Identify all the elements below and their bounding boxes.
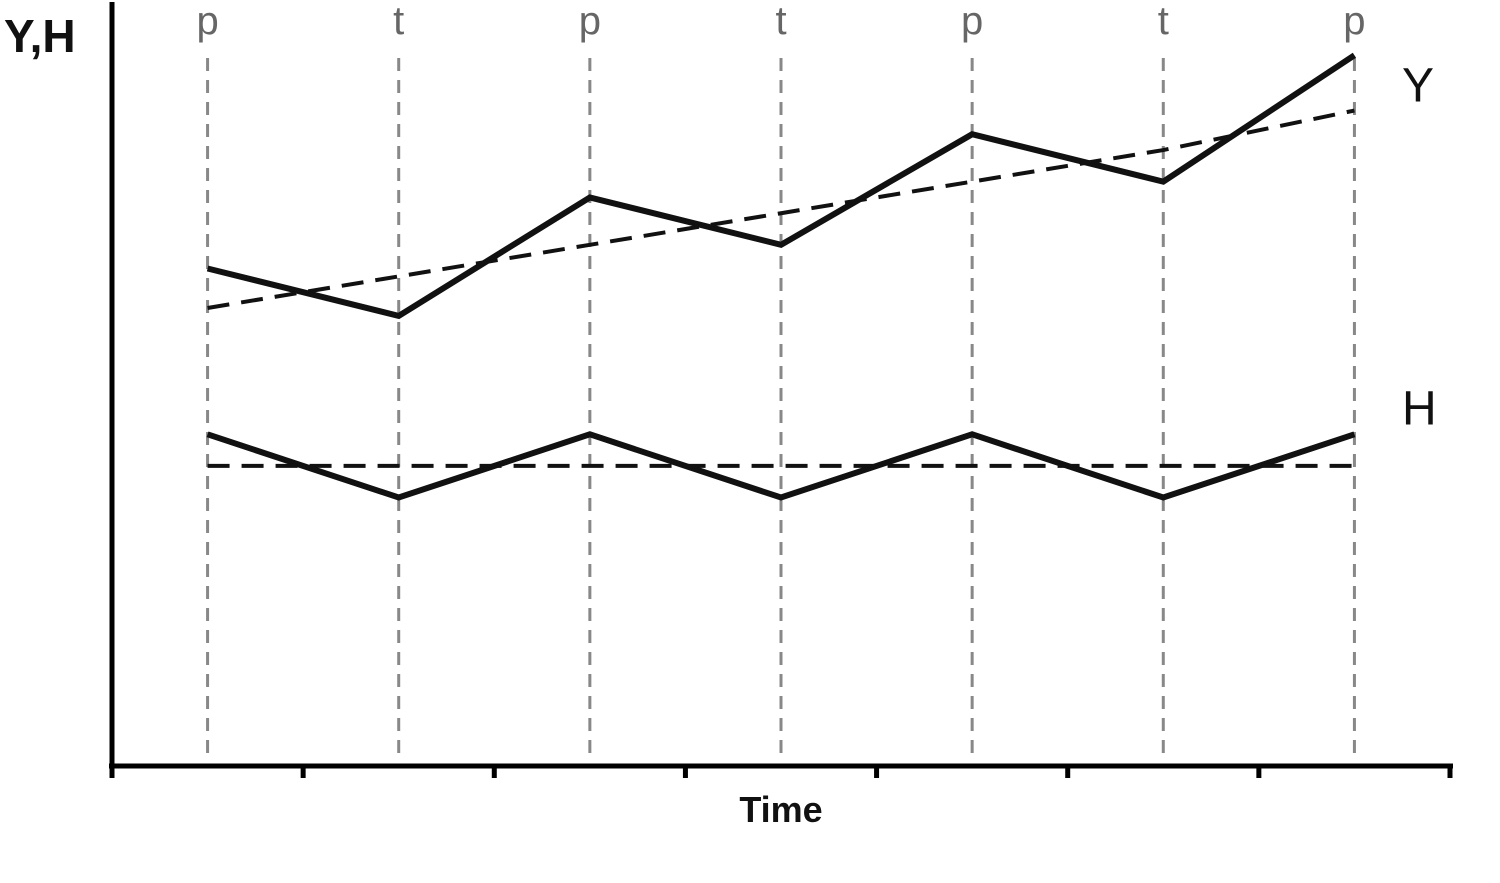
axes-layer <box>109 2 1453 769</box>
phase-label: p <box>961 0 983 43</box>
phase-label: t <box>393 0 404 43</box>
phase-label: t <box>1158 0 1169 43</box>
phase-label: p <box>196 0 218 43</box>
grid-layer <box>206 58 1356 762</box>
label-layer: p t p t p t pYH <box>196 0 1436 435</box>
phase-label: p <box>579 0 601 43</box>
trend-line <box>207 108 1355 310</box>
series-line-y <box>206 52 1357 320</box>
y-axis-title: Y,H <box>4 10 76 62</box>
series-label-y: Y <box>1402 59 1434 112</box>
series-layer <box>206 52 1357 501</box>
x-axis-title: Time <box>739 789 822 830</box>
phase-label: t <box>775 0 786 43</box>
series-line-h <box>206 431 1356 501</box>
tick-layer <box>109 766 1453 778</box>
phase-label: p <box>1343 0 1365 43</box>
series-label-h: H <box>1402 382 1437 435</box>
